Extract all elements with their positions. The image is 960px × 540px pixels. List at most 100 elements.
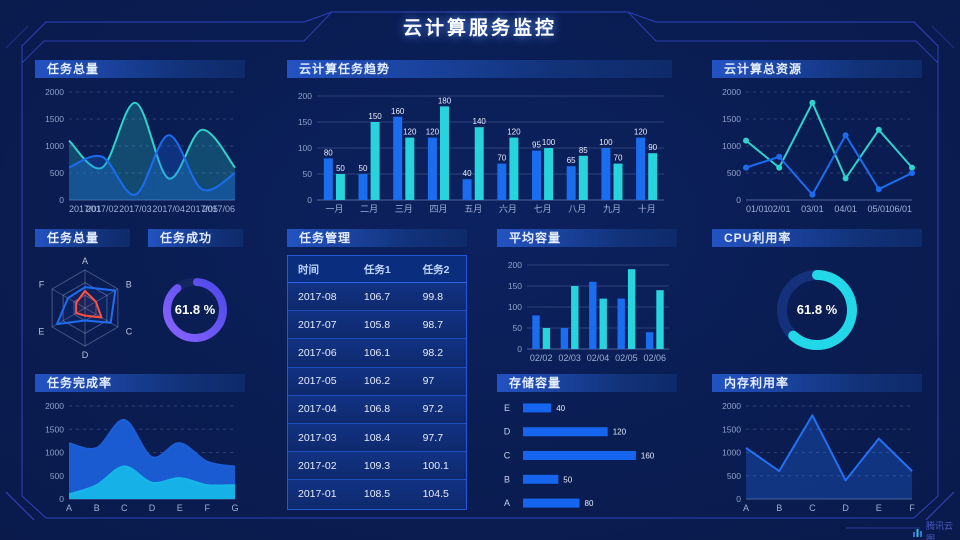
svg-text:02/02: 02/02 — [530, 353, 553, 363]
table-cell: 2017-05 — [298, 375, 337, 388]
svg-text:C: C — [121, 503, 128, 513]
svg-text:0: 0 — [517, 344, 522, 354]
cloudvis-logo-icon — [913, 528, 922, 537]
svg-text:40: 40 — [463, 169, 472, 178]
table-cell: 97.7 — [422, 431, 444, 444]
memory-usage-chart: 0 500 1000 1500 2000 A B C D E F — [712, 396, 922, 515]
svg-text:1000: 1000 — [722, 448, 741, 458]
table-row: 2017-07 105.8 98.7 — [288, 311, 466, 340]
svg-text:B: B — [126, 280, 132, 290]
panel-title: 存储容量 — [509, 376, 562, 390]
svg-text:50: 50 — [303, 169, 313, 179]
svg-text:二月: 二月 — [360, 204, 378, 214]
panel-cpu-usage: CPU利用率 61.8 % — [712, 229, 922, 369]
svg-text:2017/02: 2017/02 — [86, 204, 119, 214]
table-cell: 2017-03 — [298, 431, 337, 444]
panel-title: 任务总量 — [47, 62, 100, 76]
svg-text:61.8 %: 61.8 % — [175, 302, 216, 317]
panel-cloud-total-resources-header: 云计算总资源 — [712, 60, 922, 78]
table-row: 2017-01 108.5 104.5 — [288, 480, 466, 509]
svg-text:70: 70 — [497, 154, 506, 163]
svg-text:61.8 %: 61.8 % — [797, 302, 838, 317]
panel-title: 任务成功 — [160, 231, 213, 245]
panel-cpu-usage-header: CPU利用率 — [712, 229, 922, 247]
svg-text:A: A — [504, 498, 510, 508]
svg-text:D: D — [504, 427, 511, 437]
svg-text:50: 50 — [359, 164, 368, 173]
brand-logo: 腾讯云图 — [912, 519, 960, 540]
svg-text:180: 180 — [438, 96, 452, 105]
svg-text:C: C — [504, 451, 511, 461]
svg-text:F: F — [909, 503, 915, 513]
task-success-donut-svg: 61.8 % — [163, 278, 227, 342]
panel-memory-usage-header: 内存利用率 — [712, 374, 922, 392]
panel-cloud-total-resources: 云计算总资源 0 500 1000 1500 2000 01/01 02/01 03/01 04… — [712, 60, 922, 216]
svg-text:01/01: 01/01 — [746, 204, 769, 214]
task-success-donut-chart: 61.8 % — [145, 251, 245, 369]
svg-text:1500: 1500 — [45, 424, 64, 434]
svg-text:F: F — [39, 280, 45, 290]
panel-storage-capacity: 存储容量 E 40 D 120 C 160 B 50 A 80 — [497, 374, 677, 515]
svg-text:70: 70 — [614, 154, 623, 163]
table-cell: 2017-06 — [298, 346, 337, 359]
svg-text:150: 150 — [508, 281, 522, 291]
svg-text:80: 80 — [324, 148, 333, 157]
svg-text:150: 150 — [368, 112, 382, 121]
svg-text:A: A — [82, 256, 88, 266]
table-cell: 97.2 — [422, 403, 444, 416]
panel-avg-capacity-header: 平均容量 — [497, 229, 677, 247]
table-header-cell: 任务1 — [363, 263, 391, 276]
svg-text:十月: 十月 — [638, 203, 656, 214]
svg-text:A: A — [743, 503, 749, 513]
svg-text:C: C — [126, 327, 133, 337]
svg-text:0: 0 — [736, 195, 741, 205]
table-row: 2017-04 106.8 97.2 — [288, 395, 466, 424]
panel-memory-usage: 内存利用率 0 500 1000 1500 2000 A B C D E F — [712, 374, 922, 515]
svg-text:40: 40 — [556, 404, 565, 413]
svg-text:九月: 九月 — [603, 204, 621, 214]
svg-text:2000: 2000 — [45, 87, 64, 97]
svg-text:50: 50 — [563, 475, 572, 484]
svg-text:0: 0 — [59, 494, 64, 504]
svg-text:150: 150 — [298, 117, 312, 127]
svg-text:E: E — [177, 503, 183, 513]
svg-text:2000: 2000 — [722, 401, 741, 411]
table-row: 2017-08 106.7 99.8 — [288, 283, 466, 312]
svg-text:95: 95 — [532, 141, 541, 150]
svg-text:500: 500 — [50, 471, 64, 481]
table-cell: 2017-07 — [298, 318, 337, 331]
svg-text:160: 160 — [391, 107, 405, 116]
table-cell: 106.2 — [363, 375, 391, 388]
svg-text:F: F — [205, 503, 211, 513]
panel-task-success: 任务成功 61.8 % — [148, 229, 243, 369]
svg-text:500: 500 — [727, 168, 741, 178]
svg-text:2000: 2000 — [722, 87, 741, 97]
svg-text:G: G — [231, 503, 238, 513]
svg-text:1500: 1500 — [722, 424, 741, 434]
svg-text:B: B — [94, 503, 100, 513]
svg-text:C: C — [809, 503, 816, 513]
svg-text:500: 500 — [727, 471, 741, 481]
svg-text:02/04: 02/04 — [587, 353, 610, 363]
task-completion-svg: 0 500 1000 1500 2000 A B C D E F G — [45, 401, 238, 513]
table-cell: 106.8 — [363, 403, 391, 416]
svg-text:65: 65 — [567, 156, 576, 165]
table-cell: 100.1 — [422, 459, 449, 472]
svg-text:05/01: 05/01 — [868, 204, 891, 214]
svg-text:06/01: 06/01 — [889, 204, 912, 214]
svg-text:120: 120 — [426, 128, 440, 137]
panel-task-success-header: 任务成功 — [148, 229, 243, 247]
svg-text:04/01: 04/01 — [834, 204, 857, 214]
svg-text:0: 0 — [59, 195, 64, 205]
cloud-task-trend-chart: 0 50 100 150 200 一月 二月 三月 四月 五月 六月 七月 八月 九月 十月 80 50 160 1… — [287, 82, 672, 216]
svg-text:160: 160 — [641, 452, 655, 461]
svg-text:E: E — [38, 327, 44, 337]
table-row: 2017-06 106.1 98.2 — [288, 339, 466, 368]
panel-cloud-task-trend-header: 云计算任务趋势 — [287, 60, 672, 78]
svg-text:2017/01: 2017/01 — [69, 204, 102, 214]
svg-text:一月: 一月 — [325, 204, 343, 214]
svg-text:2017/03: 2017/03 — [119, 204, 152, 214]
table-cell: 99.8 — [422, 290, 444, 303]
svg-text:03/01: 03/01 — [801, 204, 824, 214]
panel-task-table-header: 任务管理 — [287, 229, 467, 247]
